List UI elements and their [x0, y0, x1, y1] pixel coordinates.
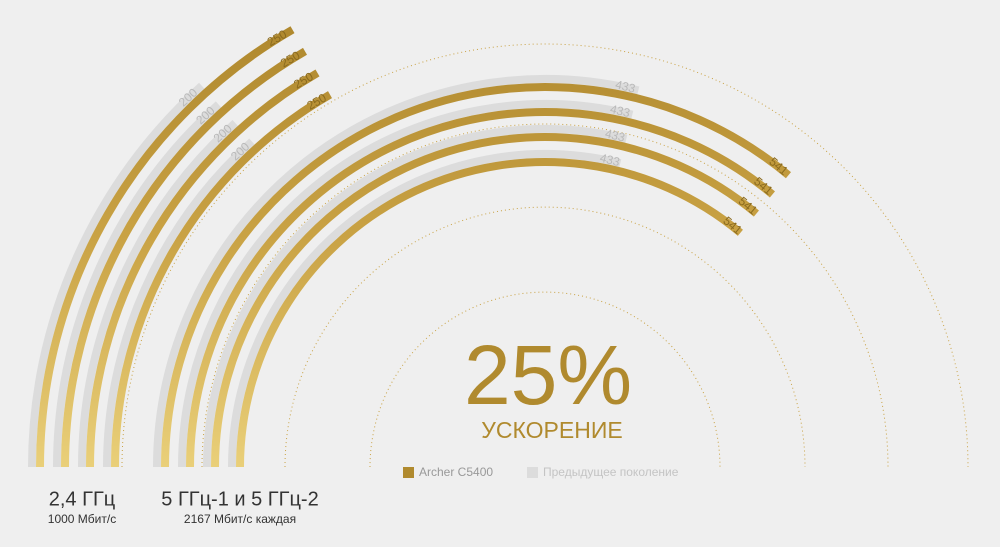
- legend-swatch: [403, 467, 414, 478]
- group-sublabel: 1000 Мбит/с: [48, 512, 116, 526]
- previous-arc: [203, 125, 628, 468]
- previous-arc: [153, 75, 640, 468]
- group-label: 5 ГГц-1 и 5 ГГц-2: [161, 488, 318, 510]
- legend-swatch: [527, 467, 538, 478]
- value-label: 433: [609, 102, 632, 120]
- current-arc: [186, 108, 775, 468]
- current-arc: [111, 91, 333, 468]
- current-arc: [161, 83, 792, 468]
- current-arc: [86, 69, 320, 468]
- legend-label: Предыдущее поколение: [543, 465, 679, 479]
- previous-arc: [178, 100, 634, 468]
- subtitle: УСКОРЕНИЕ: [481, 417, 622, 443]
- previous-arc: [53, 101, 222, 468]
- current-arc: [211, 133, 759, 468]
- previous-arc: [28, 82, 205, 468]
- current-arc: [236, 158, 743, 468]
- group-sublabel: 2167 Мбит/с каждая: [184, 512, 296, 526]
- previous-arc: [103, 138, 255, 468]
- value-label: 433: [598, 151, 621, 169]
- value-label: 433: [604, 126, 627, 144]
- legend-label: Archer C5400: [419, 465, 493, 479]
- dotted-guide: [369, 291, 721, 468]
- arcs: 2002502002502002502002504335414335414335…: [28, 26, 792, 468]
- dotted-guide: [284, 206, 806, 468]
- current-arc: [61, 47, 308, 468]
- group-label: 2,4 ГГц: [49, 488, 115, 510]
- previous-arc: [228, 150, 622, 468]
- dotted-guides: [121, 43, 969, 468]
- current-arc: [36, 26, 295, 468]
- previous-arc: [78, 119, 238, 468]
- value-label: 433: [614, 77, 637, 95]
- headline: 25%: [464, 328, 632, 422]
- dotted-guide: [121, 43, 969, 468]
